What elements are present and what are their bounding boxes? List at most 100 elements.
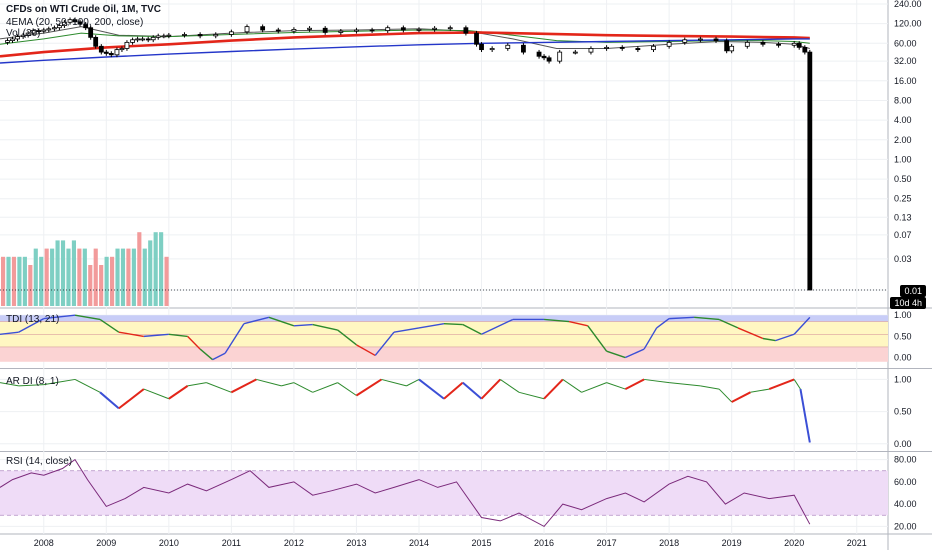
ardi-line-segment xyxy=(462,381,483,400)
volume-bar xyxy=(164,256,169,306)
ardi-line-segment xyxy=(418,378,445,400)
tdi-line-segment xyxy=(18,317,45,333)
x-tick-label: 2012 xyxy=(284,538,304,548)
price-tick-label: 8.00 xyxy=(894,95,912,105)
tdi-line-segment xyxy=(0,331,19,335)
tdi-line-segment xyxy=(737,327,764,340)
tdi-line-segment xyxy=(312,323,338,331)
tdi-line-segment xyxy=(99,318,120,333)
candle-body xyxy=(5,40,10,43)
candle-body xyxy=(432,27,438,30)
ardi-line-segment xyxy=(256,378,282,387)
x-tick-label: 2010 xyxy=(159,538,179,548)
volume-bar xyxy=(131,248,136,306)
volume-bar xyxy=(44,248,49,306)
tdi-line-segment xyxy=(43,314,76,320)
x-tick-label: 2021 xyxy=(847,538,867,548)
volume-bar xyxy=(93,248,98,306)
price-tick-label: 2.00 xyxy=(894,135,912,145)
price-tick-label: 0.50 xyxy=(894,174,912,184)
candle-body xyxy=(182,34,187,36)
candle-body xyxy=(541,55,547,59)
candle-body xyxy=(103,51,109,54)
tdi-tick-label: 1.00 xyxy=(894,310,912,320)
ema-legend: 4EMA (20, 50, 100, 200, close) xyxy=(6,17,144,28)
tdi-line-segment xyxy=(118,331,144,338)
tdi-line-segment xyxy=(643,327,658,350)
price-tick-label: 0.25 xyxy=(894,194,912,204)
candle-body xyxy=(479,43,484,51)
candle-body xyxy=(776,43,781,46)
volume-bar xyxy=(55,240,60,306)
rsi-tick-label: 60.00 xyxy=(894,477,917,487)
ardi-line-segment xyxy=(624,378,645,390)
tdi-line-segment xyxy=(74,314,101,321)
tdi-line-segment xyxy=(268,316,295,327)
price-tick-label: 16.00 xyxy=(894,76,917,86)
candle-body xyxy=(635,48,641,51)
tdi-line-segment xyxy=(356,344,376,357)
volume-bar xyxy=(39,256,44,306)
volume-bar xyxy=(110,256,115,306)
candle-body xyxy=(124,41,130,49)
tdi-line-segment xyxy=(481,318,514,335)
volume-bar xyxy=(71,240,76,306)
volume-bar xyxy=(115,248,120,306)
candle-body xyxy=(307,27,312,30)
ardi-line-segment xyxy=(443,381,464,400)
candle-body xyxy=(588,48,594,53)
tdi-tick-label: 0.00 xyxy=(894,353,912,363)
ardi-tick-label: 0.50 xyxy=(894,407,912,417)
ardi-line-segment xyxy=(406,378,420,387)
ardi-line-segment xyxy=(669,382,701,387)
tdi-line-segment xyxy=(656,318,670,329)
tdi-line-segment xyxy=(243,316,270,325)
rsi-tick-label: 80.00 xyxy=(894,455,917,465)
price-tick-label: 240.00 xyxy=(894,0,922,9)
ardi-line-segment xyxy=(381,378,407,387)
price-tick-label: 0.03 xyxy=(894,254,912,264)
ardi-line-segment xyxy=(718,388,733,403)
candle-body xyxy=(338,30,344,33)
ardi-line-segment xyxy=(700,385,720,390)
candle-body xyxy=(93,36,99,47)
candle-body xyxy=(619,46,625,49)
ardi-line-segment xyxy=(731,391,751,403)
candle-body xyxy=(41,29,47,32)
ardi-line-segment xyxy=(793,379,801,390)
candle-body xyxy=(291,28,297,32)
volume-bar xyxy=(28,265,33,306)
volume-bar xyxy=(137,232,142,306)
candle-body xyxy=(400,27,406,31)
price-tick-label: 0.13 xyxy=(894,212,912,222)
ardi-line-segment xyxy=(644,378,670,384)
volume-bar xyxy=(66,248,71,306)
ardi-line-segment xyxy=(0,382,19,387)
candle-body xyxy=(557,51,563,62)
tdi-line-segment xyxy=(694,316,720,321)
candle-body xyxy=(760,41,766,45)
candle-body xyxy=(729,45,735,52)
candle-body xyxy=(10,38,15,42)
ardi-line-segment xyxy=(799,388,811,443)
tdi-line-segment xyxy=(143,333,169,338)
volume-bar xyxy=(11,256,17,306)
candle-body xyxy=(67,19,73,23)
ardi-line-segment xyxy=(74,378,101,393)
candle-body xyxy=(83,23,89,29)
volume-bar xyxy=(6,256,11,306)
candle-body xyxy=(354,29,359,32)
tdi-line-segment xyxy=(606,350,626,359)
candle-body xyxy=(666,41,672,47)
x-tick-label: 2011 xyxy=(222,538,241,548)
tdi-line-segment xyxy=(462,323,482,335)
tdi-line-segment xyxy=(543,318,570,323)
tdi-line-segment xyxy=(718,318,739,329)
volume-bar xyxy=(126,248,131,306)
x-tick-label: 2015 xyxy=(472,538,492,548)
ardi-line-segment xyxy=(355,378,383,397)
ardi-line-segment xyxy=(118,388,145,410)
candle-body xyxy=(30,30,36,34)
